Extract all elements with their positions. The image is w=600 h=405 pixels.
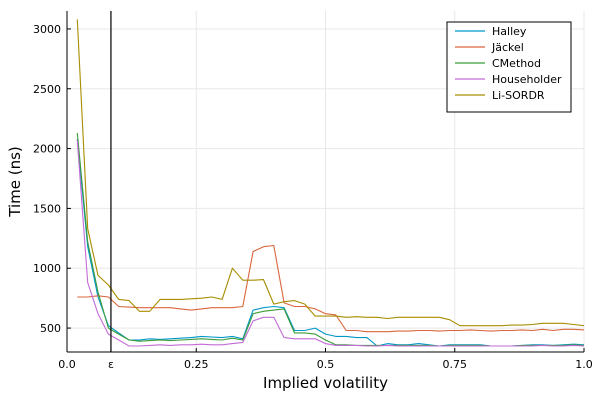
legend-label: Householder <box>492 73 562 86</box>
legend-box <box>446 21 572 113</box>
legend-label: Li-SORDR <box>492 89 545 102</box>
y-tick-label: 3000 <box>33 23 61 36</box>
y-tick-label: 500 <box>40 322 61 335</box>
x-tick-label: ε <box>108 358 114 371</box>
series-lines <box>76 19 585 347</box>
series-line-householder <box>76 140 585 347</box>
legend-label: Jäckel <box>491 41 524 54</box>
x-tick-label: 1.0 <box>575 358 593 371</box>
series-line-li-sordr <box>76 19 585 327</box>
series-line-j-ckel <box>77 244 585 333</box>
legend-label: CMethod <box>492 57 541 70</box>
x-tick-label: 0.0 <box>58 358 76 371</box>
x-tick-label: 0.25 <box>184 358 209 371</box>
y-tick-label: 2500 <box>33 83 61 96</box>
y-tick-label: 1500 <box>33 202 61 215</box>
x-axis-title: Implied volatility <box>263 374 388 392</box>
axes <box>66 11 585 353</box>
x-tick-label: 0.75 <box>443 358 468 371</box>
legend-label: Halley <box>492 25 527 38</box>
y-tick-label: 2000 <box>33 143 61 156</box>
series-line-halley <box>76 138 585 347</box>
y-tick-label: 1000 <box>33 262 61 275</box>
tick-labels: 0.0 ε 0.25 0.5 0.75 1.0 500 1000 1500 2000 2500 300… <box>33 23 593 371</box>
grid-lines <box>66 11 585 352</box>
legend: Halley Jäckel CMethod Householder Li-SORDR <box>446 21 572 113</box>
x-tick-label: 0.5 <box>317 358 335 371</box>
y-axis-title: Time (ns) <box>6 146 24 218</box>
